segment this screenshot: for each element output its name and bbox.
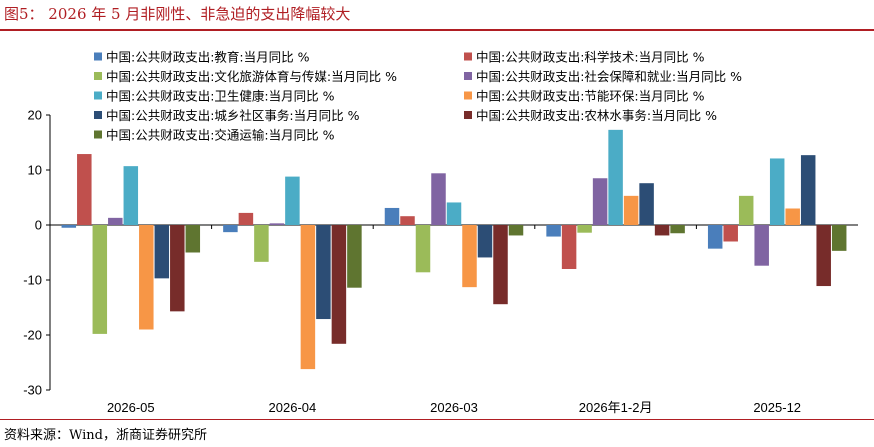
x-tick-label: 2026年1-2月 — [579, 400, 653, 415]
bar — [331, 225, 347, 344]
x-tick-label: 2026-04 — [269, 400, 317, 415]
legend-swatch — [94, 72, 102, 80]
legend-swatch — [94, 52, 102, 61]
bar — [285, 176, 300, 225]
bar — [592, 178, 608, 225]
legend-label: 中国:公共财政支出:文化旅游体育与传媒:当月同比 % — [106, 69, 397, 84]
bar — [300, 225, 316, 370]
bar — [108, 217, 123, 225]
bar — [92, 225, 108, 334]
legend-label: 中国:公共财政支出:社会保障和就业:当月同比 % — [476, 69, 742, 84]
bar — [384, 207, 400, 225]
x-tick-label: 2026-05 — [107, 400, 155, 415]
bar — [238, 212, 254, 225]
x-tick-label: 2025-12 — [753, 400, 801, 415]
x-tick-label: 2026-03 — [430, 400, 478, 415]
bar — [77, 154, 92, 225]
y-tick-label: -30 — [23, 383, 42, 398]
legend-swatch — [464, 111, 472, 119]
legend-label: 中国:公共财政支出:城乡社区事务:当月同比 % — [106, 108, 360, 123]
bar — [185, 225, 201, 253]
bar — [170, 225, 185, 312]
bar — [400, 216, 415, 225]
legend-label: 中国:公共财政支出:节能环保:当月同比 % — [476, 89, 705, 104]
bar — [446, 202, 462, 225]
bar — [561, 225, 577, 269]
bar — [493, 225, 508, 305]
legend-label: 中国:公共财政支出:科学技术:当月同比 % — [476, 50, 705, 65]
bar — [123, 166, 139, 225]
bar — [269, 223, 285, 225]
legend-swatch — [464, 72, 472, 80]
bar — [477, 225, 493, 258]
legend-label: 中国:公共财政支出:教育:当月同比 % — [106, 50, 310, 65]
bar — [316, 225, 331, 320]
bar — [816, 225, 831, 287]
bar — [462, 225, 477, 288]
footer-divider — [0, 419, 874, 420]
legend-label: 中国:公共财政支出:卫生健康:当月同比 % — [106, 89, 335, 104]
y-tick-label: -20 — [23, 328, 42, 343]
legend-label: 中国:公共财政支出:交通运输:当月同比 % — [106, 128, 335, 143]
bar — [508, 225, 524, 236]
bar — [254, 225, 269, 262]
bar — [831, 225, 847, 251]
title-divider — [0, 29, 874, 31]
bar — [769, 158, 785, 225]
legend-swatch — [94, 111, 102, 119]
bar — [139, 225, 154, 330]
plot-area: 20 10 0 -10 -20 -30 2026-05 2026-04 2026-03 2026年… — [23, 108, 858, 415]
legend-swatch — [464, 52, 472, 61]
y-tick-label: 20 — [28, 108, 42, 123]
bar — [723, 225, 738, 242]
bar — [431, 173, 446, 225]
bar — [415, 225, 431, 273]
legend-swatch — [464, 91, 472, 100]
bar — [800, 155, 816, 225]
bar — [347, 225, 362, 288]
bar — [785, 208, 800, 225]
source-note: 资料来源：Wind，浙商证券研究所 — [4, 428, 207, 443]
bar — [738, 195, 754, 225]
bar — [61, 225, 77, 228]
bar — [546, 225, 561, 237]
chart-legend: 中国:公共财政支出:教育:当月同比 % 中国:公共财政支出:科学技术:当月同比 %… — [94, 50, 742, 143]
bar — [654, 225, 670, 236]
bar — [754, 225, 769, 266]
legend-label: 中国:公共财政支出:农林水事务:当月同比 % — [476, 108, 717, 123]
y-tick-label: 0 — [35, 218, 42, 233]
bar-chart: 中国:公共财政支出:教育:当月同比 % 中国:公共财政支出:科学技术:当月同比 %… — [23, 50, 858, 415]
bar — [623, 195, 639, 225]
bar — [670, 225, 685, 234]
y-tick-label: 10 — [28, 163, 42, 178]
legend-swatch — [94, 91, 102, 100]
bar — [707, 225, 723, 249]
bar — [608, 129, 623, 225]
legend-swatch — [94, 130, 102, 139]
bar — [577, 225, 592, 233]
bar — [154, 225, 170, 279]
y-tick-label: -10 — [23, 273, 42, 288]
bar — [639, 183, 654, 225]
figure-title: 图5： 2026 年 5 月非刚性、非急迫的支出降幅较大 — [4, 5, 351, 23]
bar — [223, 225, 238, 233]
